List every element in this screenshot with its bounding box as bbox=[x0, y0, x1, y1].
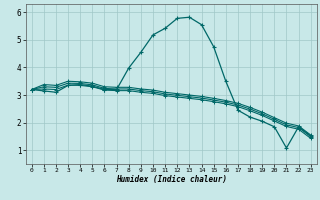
X-axis label: Humidex (Indice chaleur): Humidex (Indice chaleur) bbox=[116, 175, 227, 184]
